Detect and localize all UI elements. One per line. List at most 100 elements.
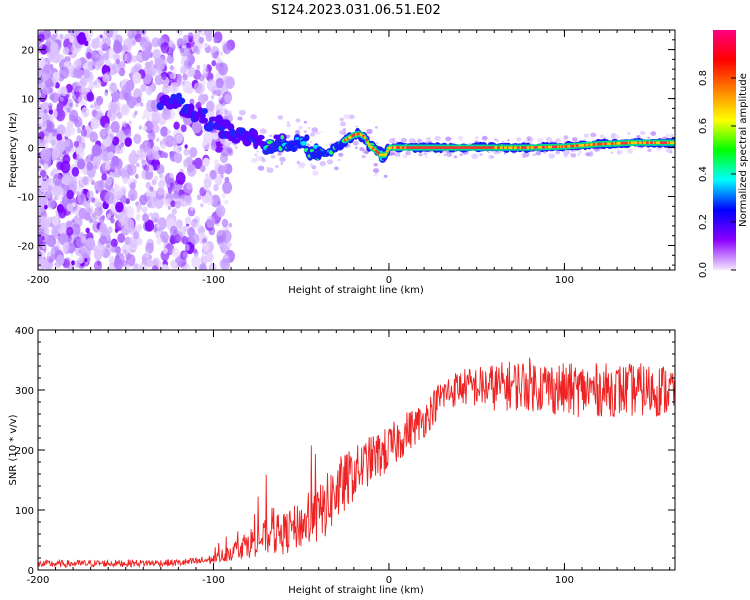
- ridge-peak: [530, 146, 534, 149]
- noise-blob: [42, 193, 48, 200]
- noise-blob: [650, 131, 657, 136]
- noise-blob: [200, 165, 206, 173]
- noise-blob: [96, 35, 101, 41]
- noise-blob: [136, 237, 143, 246]
- noise-blob: [51, 184, 62, 197]
- noise-blob: [38, 256, 44, 266]
- noise-blob: [181, 235, 189, 245]
- ridge-peak: [638, 141, 642, 144]
- noise-blob: [154, 175, 159, 181]
- noise-blob: [361, 154, 367, 159]
- noise-blob: [125, 198, 130, 205]
- noise-blob: [38, 99, 41, 104]
- noise-blob: [50, 41, 59, 52]
- noise-blob: [339, 121, 346, 127]
- ridge-peak: [370, 146, 374, 150]
- noise-blob: [210, 141, 217, 147]
- noise-blob: [206, 143, 210, 148]
- noise-blob: [228, 222, 232, 228]
- ridge-peak: [528, 146, 531, 149]
- ridge-peak: [356, 132, 360, 136]
- noise-blob: [111, 155, 120, 167]
- noise-blob: [39, 169, 47, 178]
- noise-blob: [62, 242, 70, 253]
- noise-blob: [182, 36, 189, 44]
- ridge-peak: [587, 143, 590, 147]
- noise-blob: [383, 174, 388, 178]
- noise-blob: [216, 57, 222, 64]
- snr-ytick-label: 200: [15, 446, 34, 457]
- noise-blob: [108, 100, 118, 113]
- noise-blob: [45, 177, 51, 185]
- noise-blob: [373, 163, 379, 167]
- noise-blob: [297, 126, 303, 130]
- ridge-peak: [551, 145, 555, 149]
- noise-blob: [636, 135, 641, 139]
- noise-blob: [99, 150, 108, 162]
- noise-blob: [151, 265, 159, 270]
- ridge-peak: [353, 133, 357, 136]
- ridge-peak: [419, 146, 423, 149]
- noise-blob: [56, 204, 64, 214]
- noise-blob: [266, 166, 269, 170]
- ridge-peak: [601, 142, 604, 146]
- noise-blob: [220, 137, 226, 145]
- ridge-peak: [372, 147, 375, 151]
- noise-blob: [496, 140, 499, 142]
- ridge-peak: [457, 146, 461, 149]
- noise-blob: [309, 163, 314, 167]
- noise-blob: [113, 186, 124, 200]
- ridge-peak: [512, 146, 515, 149]
- noise-blob: [163, 199, 169, 206]
- ridge-peak: [488, 146, 492, 149]
- noise-blob: [187, 32, 194, 40]
- ridge-peak: [574, 144, 577, 147]
- ridge-peak: [577, 144, 580, 147]
- noise-blob: [255, 155, 263, 161]
- noise-blob: [204, 42, 209, 48]
- noise-blob: [280, 162, 284, 165]
- noise-blob: [143, 164, 150, 172]
- noise-blob: [179, 47, 184, 53]
- noise-blob: [121, 44, 128, 53]
- noise-blob: [220, 246, 226, 253]
- ridge-peak: [540, 146, 543, 149]
- noise-blob: [446, 152, 453, 157]
- noise-blob: [257, 165, 265, 171]
- noise-blob: [147, 130, 156, 142]
- noise-blob: [166, 54, 175, 64]
- noise-blob: [89, 177, 94, 182]
- ridge-peak: [404, 146, 407, 149]
- ridge-peak: [470, 146, 473, 149]
- ridge-peak: [476, 146, 479, 149]
- noise-blob: [214, 175, 223, 186]
- ridge-peak: [494, 146, 497, 149]
- ridge-peak: [637, 141, 640, 144]
- noise-blob: [122, 177, 129, 184]
- noise-blob: [56, 254, 65, 266]
- noise-blob: [136, 209, 140, 213]
- spectrogram-ytick-label: -20: [18, 242, 34, 253]
- noise-blob: [144, 61, 150, 69]
- noise-blob: [45, 46, 51, 53]
- ridge-peak: [445, 146, 448, 149]
- noise-blob: [222, 181, 233, 194]
- ridge-peak: [595, 143, 598, 146]
- noise-blob: [81, 87, 86, 94]
- ridge-peak: [605, 142, 608, 145]
- noise-blob: [96, 147, 102, 156]
- noise-blob: [168, 40, 174, 47]
- noise-blob: [135, 174, 139, 179]
- noise-blob: [548, 153, 555, 159]
- noise-blob: [50, 82, 54, 87]
- ridge-peak: [657, 141, 660, 144]
- ridge-peak: [624, 141, 628, 145]
- noise-blob: [494, 138, 498, 141]
- noise-blob: [117, 233, 126, 244]
- ridge-peak: [366, 141, 369, 144]
- noise-blob: [38, 131, 45, 140]
- noise-blob: [198, 74, 205, 82]
- noise-blob: [95, 53, 100, 59]
- noise-blob: [38, 107, 45, 120]
- noise-blob: [183, 148, 190, 156]
